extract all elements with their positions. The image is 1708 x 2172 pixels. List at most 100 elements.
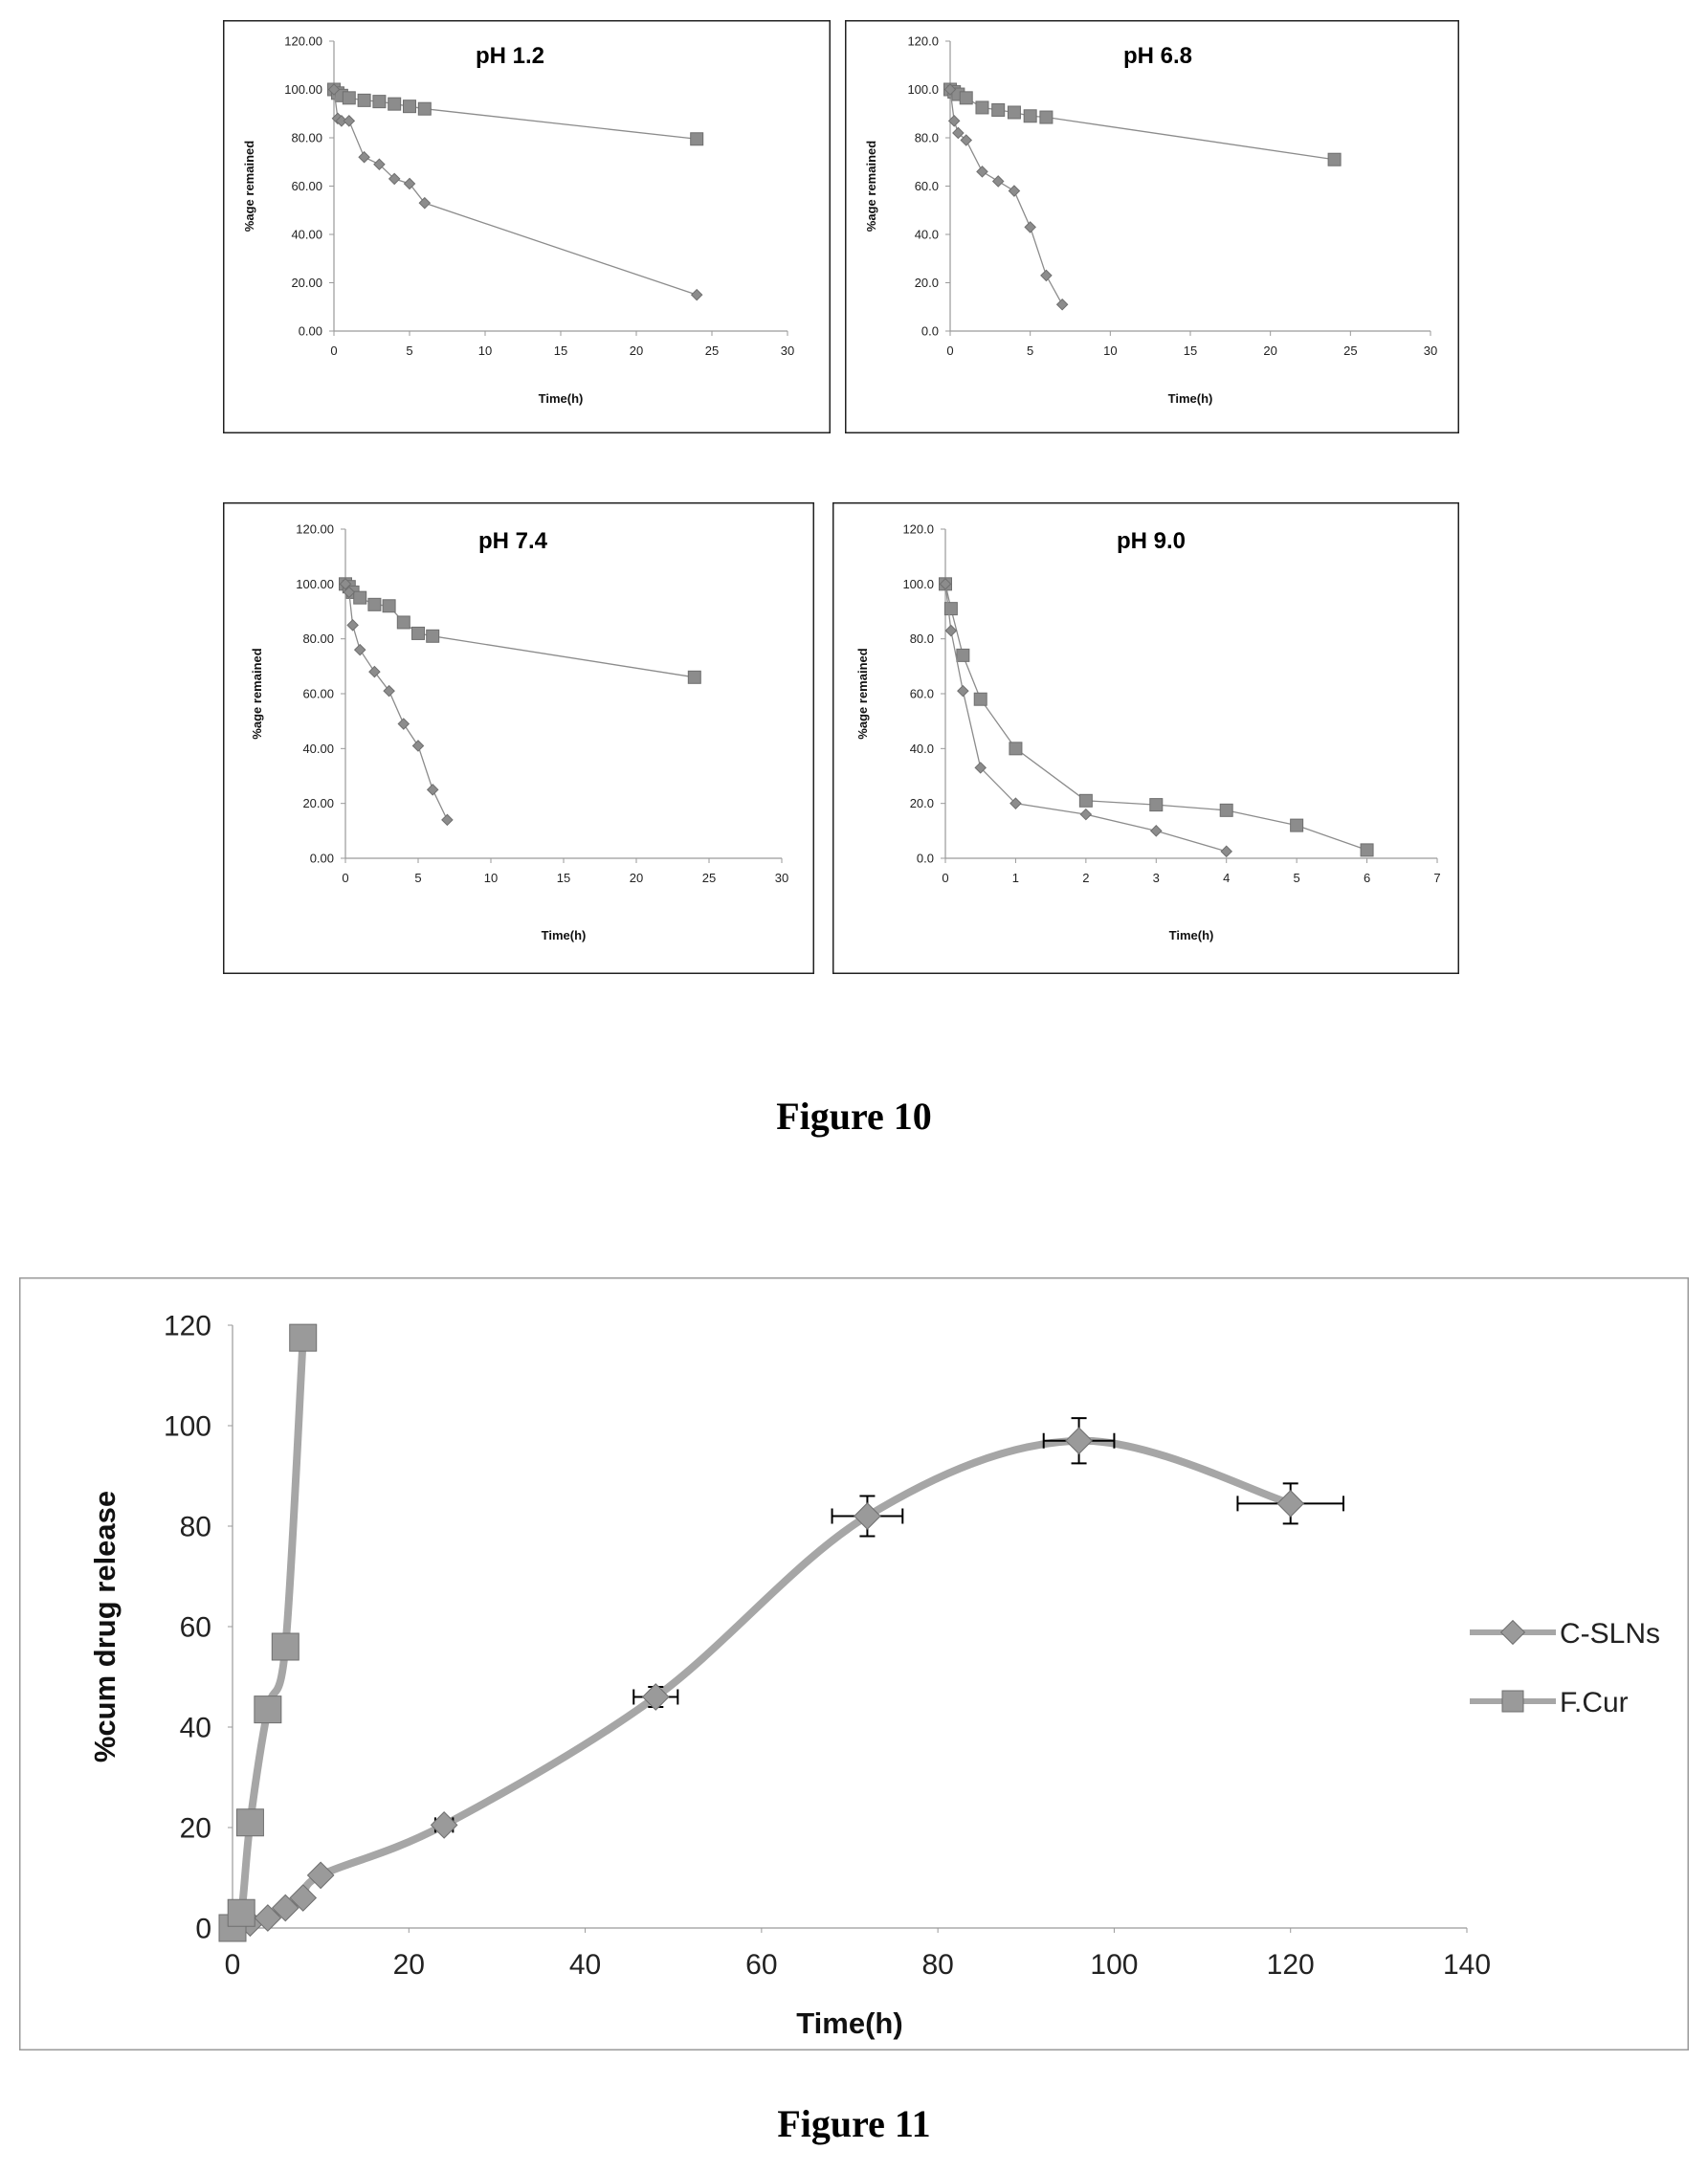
square-point <box>687 670 701 684</box>
diamond-point <box>1040 269 1053 282</box>
series-diamond-line <box>333 89 698 296</box>
x-axis-title: Time(h) <box>1168 391 1213 406</box>
square-point <box>956 648 970 662</box>
x-tick-label: 25 <box>705 344 719 358</box>
diamond-point <box>1220 845 1233 858</box>
chart-frame <box>223 502 814 974</box>
diamond-point <box>1009 797 1022 809</box>
diamond-point <box>1079 808 1093 821</box>
square-point <box>235 1808 264 1837</box>
diamond-point <box>441 813 454 827</box>
chart-frame <box>19 1277 1689 2050</box>
series-diamond-line <box>344 584 448 821</box>
square-point <box>353 590 367 605</box>
diamond-point <box>974 762 987 774</box>
x-tick-label: 6 <box>1364 871 1370 885</box>
chart-panel-release: 0 20 40 60 80 100 120 0 20 40 60 80 100 120 140 Time(h)… <box>19 1277 1689 2050</box>
diamond-point <box>411 740 425 752</box>
x-tick-label: 20 <box>393 1949 425 1981</box>
y-tick-label: 40.00 <box>302 742 334 756</box>
x-tick-label: 20 <box>630 344 643 358</box>
y-tick-label: 0.00 <box>299 324 322 339</box>
y-tick-label: 20 <box>180 1813 211 1845</box>
figure-10-caption: Figure 10 <box>776 1095 932 1138</box>
square-point <box>388 97 402 111</box>
y-tick-label: 120.00 <box>296 522 334 537</box>
diamond-point <box>289 1884 318 1912</box>
diamond-point <box>306 1861 335 1890</box>
chart-ph-9-0: 0.0 20.0 40.0 60.0 80.0 100.0 120.0 0 1 2 3 4 5 6 7 pH … <box>832 502 1459 974</box>
legend-label: F.Cur <box>1560 1687 1629 1718</box>
y-tick-label: 120.00 <box>284 34 322 49</box>
square-point <box>1039 110 1054 124</box>
square-point <box>943 602 958 616</box>
diamond-point <box>944 624 958 637</box>
y-tick-label: 40.00 <box>291 228 322 242</box>
x-tick-label: 25 <box>702 871 716 885</box>
square-point <box>357 93 371 107</box>
series-square-line <box>944 584 1367 852</box>
diamond-point <box>957 684 969 698</box>
legend-marker <box>1501 1690 1524 1713</box>
x-tick-label: 5 <box>406 344 412 358</box>
diamond-point <box>353 643 366 656</box>
square-point <box>367 597 382 611</box>
y-axis-title: %age remained <box>855 648 870 739</box>
diamond-point <box>426 784 439 796</box>
chart-panel-ph-9-0: 0.0 20.0 40.0 60.0 80.0 100.0 120.0 0 1 2 3 4 5 6 7 pH … <box>832 502 1459 974</box>
y-tick-label: 20.0 <box>910 796 934 810</box>
y-tick-label: 80.0 <box>915 131 939 145</box>
x-tick-label: 0 <box>942 871 948 885</box>
x-tick-label: 5 <box>414 871 421 885</box>
chart-frame <box>832 502 1459 974</box>
y-axis-title: %age remained <box>242 141 256 232</box>
diamond-point <box>976 166 988 178</box>
chart-title: pH 6.8 <box>1123 43 1192 69</box>
square-point <box>1009 742 1023 756</box>
diamond-point <box>1276 1490 1305 1518</box>
square-point <box>342 91 356 105</box>
y-tick-label: 100 <box>164 1411 211 1443</box>
square-point <box>289 1323 318 1352</box>
x-axis-title: Time(h) <box>796 2006 902 2040</box>
diamond-point <box>1149 825 1163 837</box>
square-point <box>271 1632 299 1661</box>
x-tick-label: 0 <box>330 344 337 358</box>
x-tick-label: 40 <box>569 1949 601 1981</box>
y-tick-label: 100.00 <box>296 577 334 591</box>
x-tick-label: 5 <box>1027 344 1033 358</box>
diamond-point <box>991 175 1005 188</box>
square-point <box>1078 793 1093 808</box>
y-tick-label: 20.00 <box>302 796 334 810</box>
x-tick-label: 20 <box>630 871 643 885</box>
y-tick-label: 40 <box>180 1713 211 1744</box>
y-tick-label: 40.0 <box>910 742 934 756</box>
series-diamond-line <box>949 89 1063 305</box>
y-tick-label: 120.0 <box>907 34 939 49</box>
diamond-point <box>343 586 356 599</box>
x-axis-title: Time(h) <box>1169 928 1214 942</box>
x-tick-label: 15 <box>1184 344 1197 358</box>
x-tick-label: 7 <box>1433 871 1440 885</box>
square-point <box>417 101 432 116</box>
square-point <box>411 626 425 640</box>
x-tick-label: 30 <box>781 344 794 358</box>
diamond-point <box>943 83 957 96</box>
y-tick-label: 80.0 <box>910 632 934 646</box>
square-point <box>382 599 396 613</box>
square-point <box>1360 843 1374 857</box>
series-square-line <box>949 88 1335 161</box>
legend-marker <box>1499 1619 1526 1646</box>
y-tick-label: 60.00 <box>291 179 322 193</box>
chart-panel-ph-6-8: 0.0 20.0 40.0 60.0 80.0 100.0 120.0 0 5 10 15 20 25 3… <box>845 20 1459 433</box>
diamond-point <box>1024 221 1036 233</box>
diamond-point <box>339 578 352 590</box>
y-axis-title: %age remained <box>250 648 264 739</box>
diamond-point <box>641 1683 670 1711</box>
diamond-point <box>947 115 961 127</box>
figure-11-caption: Figure 11 <box>777 2102 931 2145</box>
square-point <box>227 1898 255 1927</box>
diamond-point <box>254 1904 282 1932</box>
x-tick-label: 1 <box>1012 871 1019 885</box>
square-point <box>975 100 989 115</box>
